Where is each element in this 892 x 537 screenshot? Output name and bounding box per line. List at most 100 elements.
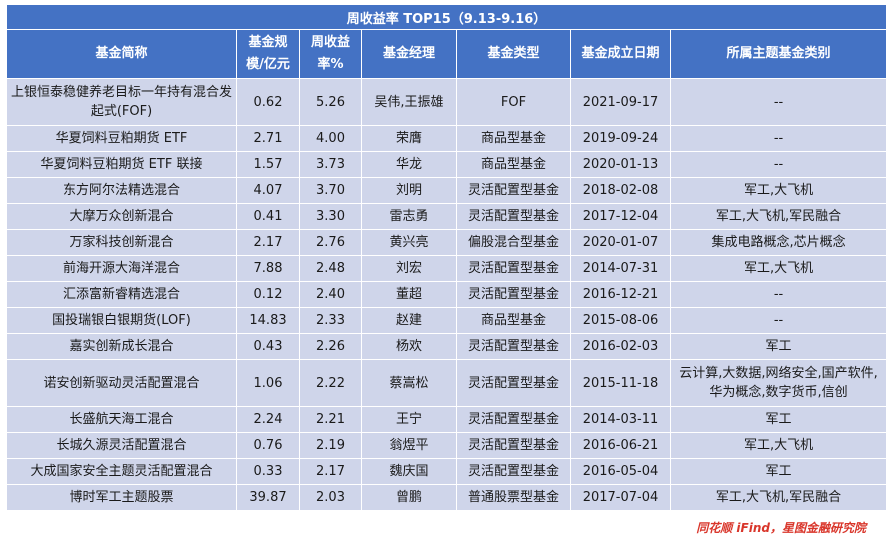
fund-size-cell: 39.87 [236, 484, 300, 511]
fund-size-cell: 2.24 [236, 406, 300, 433]
table-row: 国投瑞银白银期货(LOF) 14.83 2.33 赵建 商品型基金 2015-08-06-… [6, 307, 888, 334]
theme-category-cell: 军工,大飞机,军民融合 [669, 484, 888, 511]
inception-date-cell: 2020-01-07 [570, 229, 671, 256]
header-fund-type: 基金类型 [456, 29, 571, 79]
table-row: 东方阿尔法精选混合 4.07 3.70 刘明 灵活配置型基金 2018-02-08 军工,大… [6, 177, 888, 204]
fund-manager-cell: 翁煜平 [361, 432, 457, 459]
header-fund-name: 基金简称 [6, 29, 237, 79]
source-note: 同花顺 iFind，星图金融研究院 [696, 521, 866, 535]
fund-table: 周收益率 TOP15（9.13-9.16） 基金简称 基金规模/亿元 周收益率%… [5, 4, 888, 511]
fund-manager-cell: 曾鹏 [361, 484, 457, 511]
fund-name-cell: 万家科技创新混合 [6, 229, 237, 256]
weekly-return-cell: 2.40 [299, 281, 362, 308]
fund-size-cell: 2.17 [236, 229, 300, 256]
weekly-return-cell: 3.70 [299, 177, 362, 204]
inception-date-cell: 2014-07-31 [570, 255, 671, 282]
fund-type-cell: 灵活配置型基金 [456, 177, 571, 204]
inception-date-cell: 2015-08-06 [570, 307, 671, 334]
table-row: 前海开源大海洋混合 7.88 2.48 刘宏 灵活配置型基金 2014-07-31 军工,大… [6, 255, 888, 282]
theme-category-cell: 军工,大飞机 [669, 432, 888, 459]
fund-size-cell: 4.07 [236, 177, 300, 204]
theme-category-cell: 集成电路概念,芯片概念 [669, 229, 888, 256]
fund-name-cell: 嘉实创新成长混合 [6, 333, 237, 360]
fund-name-cell: 国投瑞银白银期货(LOF) [6, 307, 237, 334]
fund-size-cell: 7.88 [236, 255, 300, 282]
fund-type-cell: 商品型基金 [456, 307, 571, 334]
inception-date-cell: 2019-09-24 [570, 125, 671, 152]
fund-size-cell: 1.06 [236, 359, 300, 407]
fund-manager-cell: 赵建 [361, 307, 457, 334]
weekly-return-cell: 2.21 [299, 406, 362, 433]
fund-manager-cell: 刘明 [361, 177, 457, 204]
fund-name-cell: 大成国家安全主题灵活配置混合 [6, 458, 237, 485]
header-weekly-return: 周收益率% [299, 29, 362, 79]
fund-name-cell: 前海开源大海洋混合 [6, 255, 237, 282]
fund-size-cell: 0.43 [236, 333, 300, 360]
theme-category-cell: -- [669, 78, 888, 126]
fund-size-cell: 0.33 [236, 458, 300, 485]
fund-manager-cell: 杨欢 [361, 333, 457, 360]
fund-manager-cell: 蔡嵩松 [361, 359, 457, 407]
table-row: 诺安创新驱动灵活配置混合 1.06 2.22 蔡嵩松 灵活配置型基金 2015-11-18… [6, 359, 888, 407]
inception-date-cell: 2015-11-18 [570, 359, 671, 407]
header-fund-manager: 基金经理 [361, 29, 457, 79]
fund-type-cell: 灵活配置型基金 [456, 406, 571, 433]
weekly-return-cell: 2.33 [299, 307, 362, 334]
fund-size-cell: 0.41 [236, 203, 300, 230]
header-theme-category: 所属主题基金类别 [669, 29, 888, 79]
weekly-return-cell: 5.26 [299, 78, 362, 126]
fund-manager-cell: 董超 [361, 281, 457, 308]
theme-category-cell: 军工 [669, 458, 888, 485]
table-row: 长城久源灵活配置混合 0.76 2.19 翁煜平 灵活配置型基金 2016-06-21 军工… [6, 432, 888, 459]
fund-name-cell: 长城久源灵活配置混合 [6, 432, 237, 459]
table-title: 周收益率 TOP15（9.13-9.16） [5, 4, 888, 30]
fund-type-cell: 灵活配置型基金 [456, 281, 571, 308]
weekly-return-cell: 2.03 [299, 484, 362, 511]
inception-date-cell: 2018-02-08 [570, 177, 671, 204]
fund-name-cell: 汇添富新睿精选混合 [6, 281, 237, 308]
fund-type-cell: FOF [456, 78, 571, 126]
theme-category-cell: 军工 [669, 333, 888, 360]
fund-manager-cell: 黄兴亮 [361, 229, 457, 256]
header-fund-size: 基金规模/亿元 [236, 29, 300, 79]
table-row: 长盛航天海工混合 2.24 2.21 王宁 灵活配置型基金 2014-03-11 军工 [6, 406, 888, 433]
table-row: 万家科技创新混合 2.17 2.76 黄兴亮 偏股混合型基金 2020-01-07 集成电路… [6, 229, 888, 256]
theme-category-cell: -- [669, 151, 888, 178]
fund-manager-cell: 吴伟,王振雄 [361, 78, 457, 126]
table-row: 华夏饲料豆粕期货 ETF 联接 1.57 3.73 华龙 商品型基金 2020-01-13… [6, 151, 888, 178]
fund-size-cell: 0.62 [236, 78, 300, 126]
fund-type-cell: 灵活配置型基金 [456, 359, 571, 407]
theme-category-cell: 云计算,大数据,网络安全,国产软件,华为概念,数字货币,信创 [669, 359, 888, 407]
weekly-return-cell: 2.17 [299, 458, 362, 485]
weekly-return-cell: 4.00 [299, 125, 362, 152]
fund-type-cell: 偏股混合型基金 [456, 229, 571, 256]
fund-type-cell: 灵活配置型基金 [456, 255, 571, 282]
fund-name-cell: 大摩万众创新混合 [6, 203, 237, 230]
inception-date-cell: 2016-05-04 [570, 458, 671, 485]
table-row: 大摩万众创新混合 0.41 3.30 雷志勇 灵活配置型基金 2017-12-04 军工,大… [6, 203, 888, 230]
fund-type-cell: 商品型基金 [456, 151, 571, 178]
fund-size-cell: 14.83 [236, 307, 300, 334]
theme-category-cell: -- [669, 281, 888, 308]
table-body: 上银恒泰稳健养老目标一年持有混合发起式(FOF) 0.62 5.26 吴伟,王振雄 FO… [6, 78, 888, 511]
table-row: 博时军工主题股票 39.87 2.03 曾鹏 普通股票型基金 2017-07-04 军工,大… [6, 484, 888, 511]
table-row: 华夏饲料豆粕期货 ETF 2.71 4.00 荣膺 商品型基金 2019-09-24 -- [6, 125, 888, 152]
inception-date-cell: 2014-03-11 [570, 406, 671, 433]
weekly-return-cell: 2.48 [299, 255, 362, 282]
inception-date-cell: 2020-01-13 [570, 151, 671, 178]
fund-name-cell: 长盛航天海工混合 [6, 406, 237, 433]
inception-date-cell: 2016-12-21 [570, 281, 671, 308]
fund-name-cell: 诺安创新驱动灵活配置混合 [6, 359, 237, 407]
fund-manager-cell: 荣膺 [361, 125, 457, 152]
table-row: 汇添富新睿精选混合 0.12 2.40 董超 灵活配置型基金 2016-12-21 -- [6, 281, 888, 308]
inception-date-cell: 2017-12-04 [570, 203, 671, 230]
fund-manager-cell: 雷志勇 [361, 203, 457, 230]
table-row: 嘉实创新成长混合 0.43 2.26 杨欢 灵活配置型基金 2016-02-03 军工 [6, 333, 888, 360]
weekly-return-cell: 2.22 [299, 359, 362, 407]
header-inception-date: 基金成立日期 [570, 29, 671, 79]
inception-date-cell: 2016-06-21 [570, 432, 671, 459]
fund-manager-cell: 华龙 [361, 151, 457, 178]
fund-manager-cell: 刘宏 [361, 255, 457, 282]
fund-type-cell: 商品型基金 [456, 125, 571, 152]
fund-name-cell: 华夏饲料豆粕期货 ETF [6, 125, 237, 152]
